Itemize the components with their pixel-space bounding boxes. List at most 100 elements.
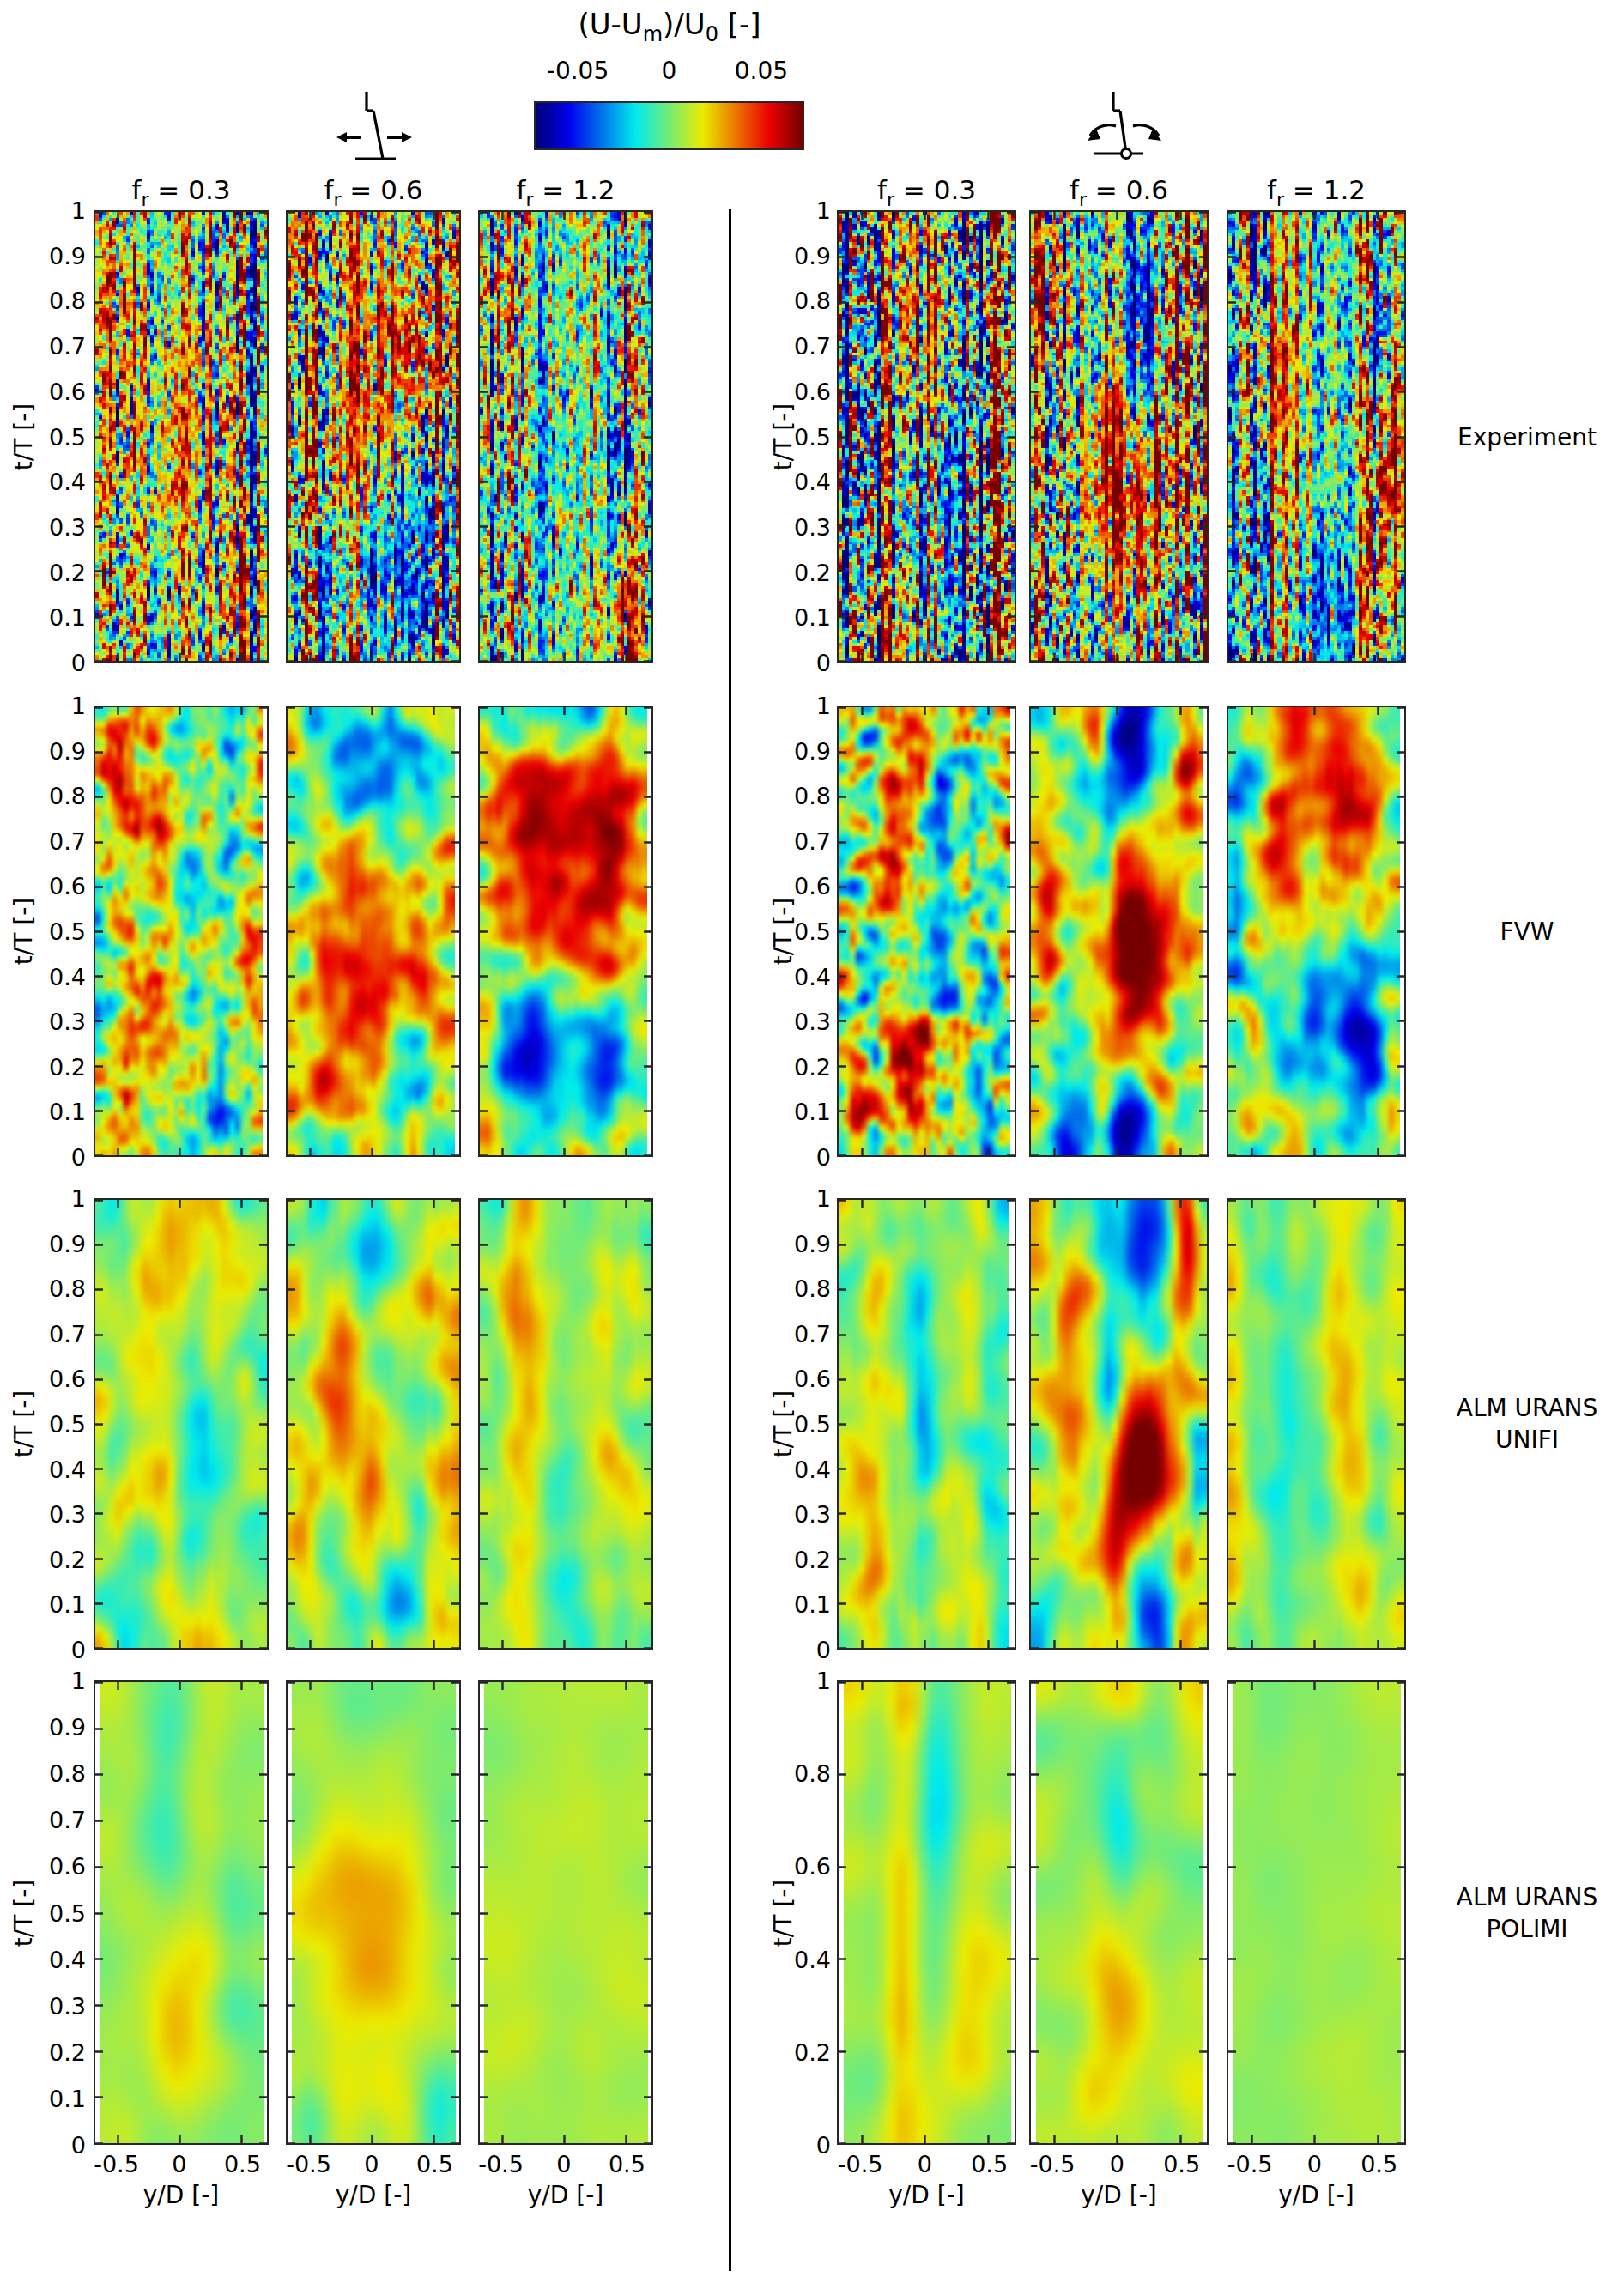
- x-tick-label: 0: [172, 2151, 186, 2177]
- heatmap-panel-row0-group0-col2: [478, 210, 653, 663]
- y-tick-label: 0: [71, 2132, 86, 2159]
- heatmap-panel-row2-group0-col1: [286, 1198, 461, 1650]
- column-header: fr = 0.3: [132, 174, 231, 209]
- heatmap-canvas: [95, 707, 267, 1155]
- y-tick-label: 0.2: [794, 1546, 831, 1572]
- y-axis-label: t/T [-]: [9, 1390, 38, 1457]
- y-tick-label: 0.6: [794, 1853, 831, 1880]
- heatmap-canvas: [1228, 1200, 1404, 1648]
- y-tick-label: 0.9: [49, 242, 86, 269]
- y-tick-label: 0.5: [49, 918, 86, 945]
- colorbar-tick-label: -0.05: [547, 57, 609, 85]
- y-tick-label: 1: [71, 1668, 86, 1694]
- y-tick-label: 1: [816, 1668, 831, 1694]
- surge-motion-icon: [329, 88, 418, 169]
- x-axis-label: y/D [-]: [336, 2181, 411, 2209]
- y-tick-label: 0.2: [49, 2038, 86, 2065]
- x-tick-label: -0.5: [838, 2151, 883, 2177]
- row-label-line: ALM URANS: [1457, 1881, 1598, 1913]
- y-tick-label: 0.1: [49, 2085, 86, 2111]
- heatmap-panel-row1-group0-col2: [478, 706, 653, 1157]
- column-header: fr = 0.3: [877, 174, 976, 209]
- x-tick-label: 0.5: [1163, 2151, 1200, 2177]
- colorbar-title-part: m: [643, 22, 663, 46]
- x-axis-label: y/D [-]: [528, 2181, 603, 2209]
- y-tick-label: 0.1: [794, 1099, 831, 1125]
- x-tick-label: 0: [918, 2151, 932, 2177]
- heatmap-canvas: [95, 1682, 267, 2143]
- y-tick-label: 0.3: [49, 1992, 86, 2019]
- y-tick-label: 0.6: [794, 1366, 831, 1392]
- y-tick-label: 0.4: [49, 469, 86, 495]
- heatmap-panel-row2-group0-col0: [94, 1198, 269, 1650]
- heatmap-panel-row0-group1-col2: [1227, 210, 1406, 663]
- colorbar-title-part: [-]: [718, 7, 761, 41]
- colorbar-title-part: 0: [706, 22, 718, 46]
- y-tick-label: 0.7: [49, 1807, 86, 1833]
- row-label: FVW: [1500, 916, 1554, 948]
- heatmap-canvas: [480, 1682, 651, 2143]
- y-tick-label: 0.2: [794, 559, 831, 585]
- heatmap-canvas: [480, 1200, 651, 1648]
- y-tick-label: 0.5: [794, 1411, 831, 1438]
- y-tick-label: 0.7: [794, 827, 831, 854]
- row-label-line: POLIMI: [1457, 1913, 1598, 1945]
- x-tick-label: -0.5: [286, 2151, 331, 2177]
- y-tick-label: 0.7: [49, 333, 86, 360]
- heatmap-panel-row2-group0-col2: [478, 1198, 653, 1650]
- y-tick-label: 0.1: [794, 1591, 831, 1618]
- column-header: fr = 0.6: [1070, 174, 1168, 209]
- y-tick-label: 0.8: [49, 288, 86, 314]
- x-tick-label: 0.5: [224, 2151, 261, 2177]
- y-tick-label: 0.5: [49, 423, 86, 450]
- y-tick-label: 1: [71, 1185, 86, 1212]
- y-tick-label: 0.2: [794, 1053, 831, 1080]
- x-tick-label: -0.5: [478, 2151, 524, 2177]
- y-tick-label: 0.9: [49, 1714, 86, 1741]
- y-tick-label: 0.8: [49, 783, 86, 809]
- y-tick-label: 0.4: [794, 1456, 831, 1482]
- y-tick-label: 0.4: [49, 1946, 86, 1972]
- y-tick-label: 0.1: [794, 604, 831, 631]
- y-tick-label: 0.9: [794, 242, 831, 269]
- y-tick-label: 0.9: [794, 1230, 831, 1257]
- heatmap-panel-row0-group0-col1: [286, 210, 461, 663]
- x-tick-label: -0.5: [94, 2151, 139, 2177]
- row-label-line: UNIFI: [1457, 1424, 1598, 1456]
- colorbar-tick-label: 0.05: [735, 57, 788, 85]
- colorbar-title-part: )/U: [663, 7, 706, 41]
- figure: (U-Um)/U0 [-] -0.0500.05 fr = 0.3fr = 0.…: [0, 0, 1624, 2277]
- y-tick-label: 0.2: [49, 1053, 86, 1080]
- heatmap-canvas: [288, 707, 459, 1155]
- y-tick-label: 0.7: [49, 827, 86, 854]
- heatmap-panel-row2-group1-col0: [837, 1198, 1016, 1650]
- y-tick-label: 0.5: [49, 1411, 86, 1438]
- y-tick-label: 0: [816, 1637, 831, 1663]
- y-axis-label: t/T [-]: [769, 1879, 797, 1946]
- heatmap-panel-row2-group1-col1: [1029, 1198, 1209, 1650]
- heatmap-canvas: [839, 707, 1015, 1155]
- heatmap-canvas: [95, 212, 267, 661]
- y-tick-label: 0: [816, 1144, 831, 1171]
- heatmap-canvas: [1228, 212, 1404, 661]
- y-axis-label: t/T [-]: [769, 1390, 797, 1457]
- heatmap-panel-row1-group1-col0: [837, 706, 1016, 1157]
- y-tick-label: 0.3: [49, 1008, 86, 1035]
- heatmap-panel-row0-group0-col0: [94, 210, 269, 663]
- colorbar-title: (U-Um)/U0 [-]: [578, 7, 760, 46]
- heatmap-canvas: [839, 1682, 1015, 2143]
- heatmap-canvas: [95, 1200, 267, 1648]
- heatmap-panel-row3-group1-col0: [837, 1680, 1016, 2145]
- y-tick-label: 0.2: [49, 559, 86, 585]
- column-header: fr = 0.6: [324, 174, 423, 209]
- heatmap-panel-row1-group0-col0: [94, 706, 269, 1157]
- colorbar-title-part: (U-U: [578, 7, 642, 41]
- y-tick-label: 1: [816, 1185, 831, 1212]
- y-tick-label: 0.6: [49, 378, 86, 404]
- column-header: fr = 1.2: [1267, 174, 1366, 209]
- y-tick-label: 0.5: [794, 423, 831, 450]
- heatmap-canvas: [1228, 1682, 1404, 2143]
- y-tick-label: 0: [71, 1637, 86, 1663]
- y-tick-label: 0.6: [49, 1366, 86, 1392]
- heatmap-panel-row0-group1-col0: [837, 210, 1016, 663]
